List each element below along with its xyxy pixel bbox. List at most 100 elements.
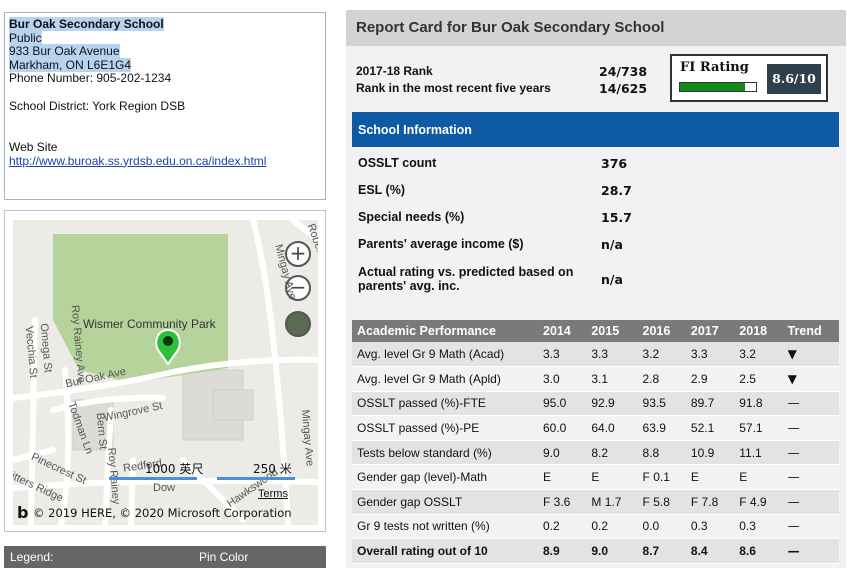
map-graphic — [13, 220, 318, 525]
report-title: Report Card for Bur Oak Secondary School — [346, 10, 846, 46]
trend-cell: — — [782, 440, 839, 466]
metric-name-cell: Gr 9 tests not written (%) — [352, 514, 538, 540]
column-header: Academic Performance — [352, 320, 538, 342]
zoom-in-button[interactable]: + — [285, 241, 311, 267]
column-header: 2018 — [734, 320, 783, 342]
scale-bar-feet — [109, 477, 197, 480]
fi-rating-box: FI Rating 8.6/10 — [670, 54, 828, 102]
year-value-cell: 8.8 — [637, 440, 686, 466]
school-address-line2: Markham, ON L6E1G4 — [9, 57, 132, 72]
info-value: 28.7 — [601, 183, 632, 198]
rank5-value: 14/625 — [599, 81, 648, 96]
metric-name-cell: Avg. level Gr 9 Math (Acad) — [352, 342, 538, 368]
map-card: + − Wismer Community Park Bur Oak Ave Wi… — [4, 210, 326, 532]
table-row: Gender gap OSSLT F 3.6 M 1.7 F 5.8 F 7.8 F 4.… — [352, 489, 839, 515]
rank5-label: Rank in the most recent five years — [356, 81, 551, 95]
info-value: n/a — [601, 272, 623, 287]
year-value-cell: 89.7 — [685, 391, 735, 417]
rank-section: 2017-18 Rank 24/738 Rank in the most rec… — [346, 46, 846, 112]
year-value-cell: 0.2 — [538, 514, 587, 540]
year-value-cell: 8.9 — [538, 538, 587, 564]
website-label: Web Site — [9, 140, 58, 154]
fi-rating-label: FI Rating — [680, 60, 749, 75]
map-view[interactable]: + − Wismer Community Park Bur Oak Ave Wi… — [13, 220, 318, 525]
info-value: n/a — [601, 237, 623, 252]
metric-name-cell: OSSLT passed (%)-PE — [352, 415, 538, 441]
info-label: OSSLT count — [358, 156, 437, 170]
year-value-cell: E — [586, 464, 638, 491]
table-row: Tests below standard (%) 9.0 8.2 8.8 10.9 11.… — [352, 440, 839, 466]
trend-cell: — — [782, 464, 839, 491]
year-value-cell: E — [685, 464, 735, 491]
year-value-cell: 3.2 — [734, 342, 783, 368]
column-header: Trend — [782, 320, 839, 342]
info-label: Parents' average income ($) — [358, 237, 524, 251]
rank-label: 2017-18 Rank — [356, 64, 433, 78]
year-value-cell: 52.1 — [685, 415, 735, 441]
info-value: 15.7 — [601, 210, 632, 225]
map-copyright: © 2019 HERE, © 2020 Microsoft Corporatio… — [33, 506, 292, 520]
trend-cell: — — [782, 538, 839, 564]
school-information-header: School Information — [352, 112, 839, 147]
rank-value: 24/738 — [599, 64, 648, 79]
academic-performance-table: Academic Performance 2014 2015 2016 2017… — [352, 320, 839, 564]
year-value-cell: F 4.9 — [734, 489, 783, 515]
year-value-cell: 8.4 — [685, 538, 735, 564]
metric-name-cell: Tests below standard (%) — [352, 440, 538, 466]
year-value-cell: 9.0 — [538, 440, 587, 466]
bing-logo-icon: b — [17, 503, 29, 522]
legend-label: Legend: — [10, 550, 54, 564]
year-value-cell: 3.0 — [538, 366, 587, 392]
year-value-cell: 3.2 — [637, 342, 686, 368]
fi-rating-bar-fill — [680, 83, 746, 91]
year-value-cell: E — [734, 464, 783, 491]
info-label: Special needs (%) — [358, 210, 465, 224]
year-value-cell: 91.8 — [734, 391, 783, 417]
year-value-cell: F 5.8 — [637, 489, 686, 515]
year-value-cell: 3.1 — [586, 366, 638, 392]
table-row: Gender gap (level)-Math E E F 0.1 E E — — [352, 464, 839, 491]
trend-cell: ▼ — [782, 366, 839, 392]
year-value-cell: 2.8 — [637, 366, 686, 392]
table-row: OSSLT passed (%)-FTE 95.0 92.9 93.5 89.7 91.8… — [352, 391, 839, 417]
year-value-cell: 57.1 — [734, 415, 783, 441]
info-label: Actual rating vs. predicted based on par… — [358, 265, 574, 293]
year-value-cell: 8.7 — [637, 538, 686, 564]
table-row: Avg. level Gr 9 Math (Apld) 3.0 3.1 2.8 2.9 2… — [352, 366, 839, 392]
metric-name-cell: Overall rating out of 10 — [352, 538, 538, 564]
year-value-cell: 3.3 — [586, 342, 638, 368]
metric-name-cell: Avg. level Gr 9 Math (Apld) — [352, 366, 538, 392]
year-value-cell: 0.3 — [734, 514, 783, 540]
year-value-cell: 8.6 — [734, 538, 783, 564]
year-value-cell: M 1.7 — [586, 489, 638, 515]
column-header: 2017 — [685, 320, 735, 342]
metric-name-cell: Gender gap (level)-Math — [352, 464, 538, 491]
map-terms-link[interactable]: Terms — [258, 488, 288, 500]
layer-toggle-icon[interactable] — [285, 311, 311, 337]
year-value-cell: 2.5 — [734, 366, 783, 392]
school-details-card: Bur Oak Secondary School Public 933 Bur … — [4, 12, 326, 200]
year-value-cell: 9.0 — [586, 538, 638, 564]
zoom-out-button[interactable]: − — [285, 275, 311, 301]
trend-cell: ▼ — [782, 342, 839, 368]
year-value-cell: 93.5 — [637, 391, 686, 417]
year-value-cell: F 7.8 — [685, 489, 735, 515]
metric-name-cell: OSSLT passed (%)-FTE — [352, 391, 538, 417]
year-value-cell: E — [538, 464, 587, 491]
trend-cell: — — [782, 514, 839, 540]
school-address-line1: 933 Bur Oak Avenue — [9, 44, 120, 58]
year-value-cell: 10.9 — [685, 440, 735, 466]
year-value-cell: 2.9 — [685, 366, 735, 392]
fi-rating-bar — [679, 82, 757, 92]
table-row: Avg. level Gr 9 Math (Acad) 3.3 3.3 3.2 3.3 3… — [352, 342, 839, 368]
fi-rating-score: 8.6/10 — [767, 64, 821, 94]
school-phone: Phone Number: 905-202-1234 — [9, 71, 172, 85]
year-value-cell: 63.9 — [637, 415, 686, 441]
year-value-cell: 0.0 — [637, 514, 686, 540]
report-card: Report Card for Bur Oak Secondary School… — [346, 10, 846, 568]
scale-label-feet: 1000 英尺 — [145, 462, 204, 476]
info-label: ESL (%) — [358, 183, 405, 197]
scale-bar-meters — [217, 477, 295, 480]
website-link[interactable]: http://www.buroak.ss.yrdsb.edu.on.ca/ind… — [9, 153, 267, 168]
scale-label-meters: 250 米 — [253, 462, 292, 476]
